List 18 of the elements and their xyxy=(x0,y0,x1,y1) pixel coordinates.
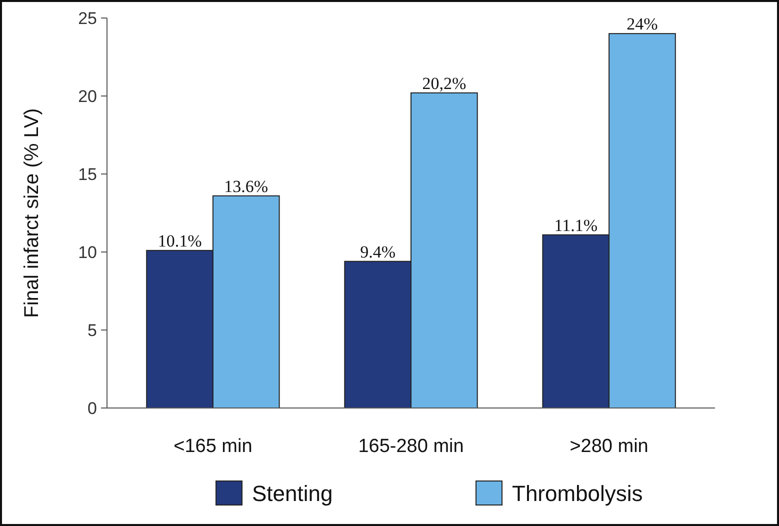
x-tick-label: <165 min xyxy=(174,436,252,457)
legend-label: Thrombolysis xyxy=(512,481,643,506)
legend-label: Stenting xyxy=(252,481,333,506)
data-label: 10.1% xyxy=(158,231,202,250)
y-axis-title: Final infarct size (% LV) xyxy=(21,108,43,318)
data-label: 24% xyxy=(626,14,658,34)
y-tick-label: 25 xyxy=(78,8,97,28)
x-tick-label: 165-280 min xyxy=(358,436,464,457)
y-tick-label: 10 xyxy=(78,242,97,262)
data-label: 13.6% xyxy=(224,176,268,196)
data-label: 11.1% xyxy=(554,216,598,235)
y-tick-label: 5 xyxy=(88,320,97,340)
x-tick-label: >280 min xyxy=(570,436,648,457)
y-tick-label: 15 xyxy=(78,164,97,184)
y-tick-label: 0 xyxy=(88,398,97,418)
data-label: 20,2% xyxy=(422,74,466,93)
y-tick-label: 20 xyxy=(78,86,97,106)
data-label: 9.4% xyxy=(360,242,396,262)
